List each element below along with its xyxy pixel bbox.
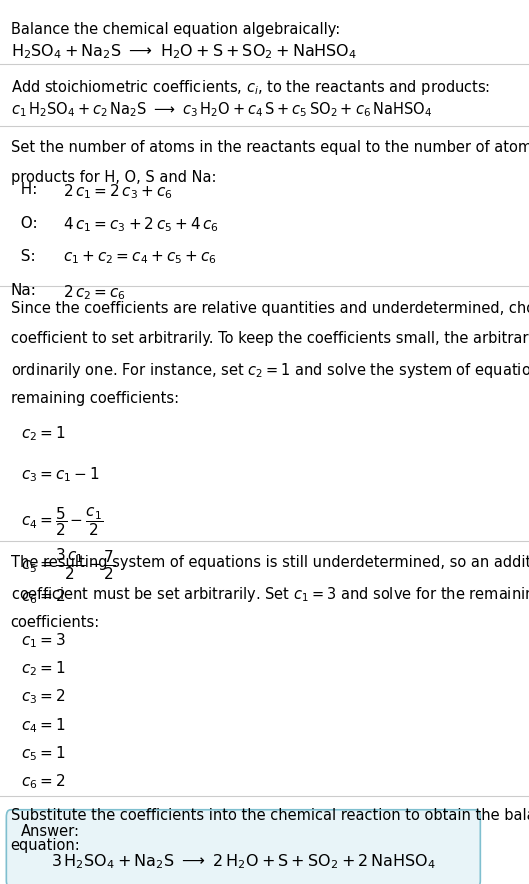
Text: $c_4 = \dfrac{5}{2} - \dfrac{c_1}{2}$: $c_4 = \dfrac{5}{2} - \dfrac{c_1}{2}$ bbox=[21, 506, 104, 538]
Text: S:: S: bbox=[11, 249, 35, 264]
Text: $c_2 = 1$: $c_2 = 1$ bbox=[21, 659, 66, 678]
Text: $c_5 = 1$: $c_5 = 1$ bbox=[21, 744, 66, 763]
Text: $c_1\,\mathrm{H_2SO_4} + c_2\,\mathrm{Na_2S} \ \longrightarrow \ c_3\,\mathrm{H_: $c_1\,\mathrm{H_2SO_4} + c_2\,\mathrm{Na… bbox=[11, 101, 432, 119]
Text: The resulting system of equations is still underdetermined, so an additional: The resulting system of equations is sti… bbox=[11, 555, 529, 570]
Text: coefficients:: coefficients: bbox=[11, 615, 100, 630]
Text: $c_3 = 2$: $c_3 = 2$ bbox=[21, 688, 66, 706]
Text: ordinarily one. For instance, set $c_2 = 1$ and solve the system of equations fo: ordinarily one. For instance, set $c_2 =… bbox=[11, 361, 529, 379]
Text: Substitute the coefficients into the chemical reaction to obtain the balanced: Substitute the coefficients into the che… bbox=[11, 808, 529, 823]
Text: $2\,c_2 = c_6$: $2\,c_2 = c_6$ bbox=[63, 283, 126, 301]
Text: Add stoichiometric coefficients, $c_i$, to the reactants and products:: Add stoichiometric coefficients, $c_i$, … bbox=[11, 78, 490, 96]
Text: $\mathrm{H_2SO_4 + Na_2S \ \longrightarrow \ H_2O + S + SO_2 + NaHSO_4}$: $\mathrm{H_2SO_4 + Na_2S \ \longrightarr… bbox=[11, 42, 357, 61]
Text: $c_1 = 3$: $c_1 = 3$ bbox=[21, 631, 66, 650]
Text: $c_2 = 1$: $c_2 = 1$ bbox=[21, 424, 66, 443]
Text: remaining coefficients:: remaining coefficients: bbox=[11, 391, 179, 406]
Text: Answer:: Answer: bbox=[21, 824, 80, 839]
Text: $c_4 = 1$: $c_4 = 1$ bbox=[21, 716, 66, 735]
Text: Set the number of atoms in the reactants equal to the number of atoms in the: Set the number of atoms in the reactants… bbox=[11, 140, 529, 155]
Text: Balance the chemical equation algebraically:: Balance the chemical equation algebraica… bbox=[11, 22, 340, 37]
Text: $3\,\mathrm{H_2SO_4} + \mathrm{Na_2S} \ \longrightarrow \ 2\,\mathrm{H_2O} + \ma: $3\,\mathrm{H_2SO_4} + \mathrm{Na_2S} \ … bbox=[51, 852, 435, 871]
Text: $c_5 = \dfrac{3\,c_1}{2} - \dfrac{7}{2}$: $c_5 = \dfrac{3\,c_1}{2} - \dfrac{7}{2}$ bbox=[21, 546, 116, 582]
Text: $4\,c_1 = c_3 + 2\,c_5 + 4\,c_6$: $4\,c_1 = c_3 + 2\,c_5 + 4\,c_6$ bbox=[63, 216, 220, 234]
Text: $2\,c_1 = 2\,c_3 + c_6$: $2\,c_1 = 2\,c_3 + c_6$ bbox=[63, 182, 173, 201]
Text: Na:: Na: bbox=[11, 283, 37, 298]
Text: $c_6 = 2$: $c_6 = 2$ bbox=[21, 773, 66, 791]
Text: equation:: equation: bbox=[11, 838, 80, 853]
Text: Since the coefficients are relative quantities and underdetermined, choose a: Since the coefficients are relative quan… bbox=[11, 301, 529, 316]
FancyBboxPatch shape bbox=[6, 810, 480, 884]
Text: coefficient must be set arbitrarily. Set $c_1 = 3$ and solve for the remaining: coefficient must be set arbitrarily. Set… bbox=[11, 585, 529, 604]
Text: O:: O: bbox=[11, 216, 37, 231]
Text: H:: H: bbox=[11, 182, 37, 197]
Text: products for H, O, S and Na:: products for H, O, S and Na: bbox=[11, 170, 216, 185]
Text: coefficient to set arbitrarily. To keep the coefficients small, the arbitrary va: coefficient to set arbitrarily. To keep … bbox=[11, 331, 529, 346]
Text: $c_3 = c_1 - 1$: $c_3 = c_1 - 1$ bbox=[21, 465, 100, 484]
Text: $c_1 + c_2 = c_4 + c_5 + c_6$: $c_1 + c_2 = c_4 + c_5 + c_6$ bbox=[63, 249, 217, 266]
Text: $c_6 = 2$: $c_6 = 2$ bbox=[21, 587, 66, 606]
